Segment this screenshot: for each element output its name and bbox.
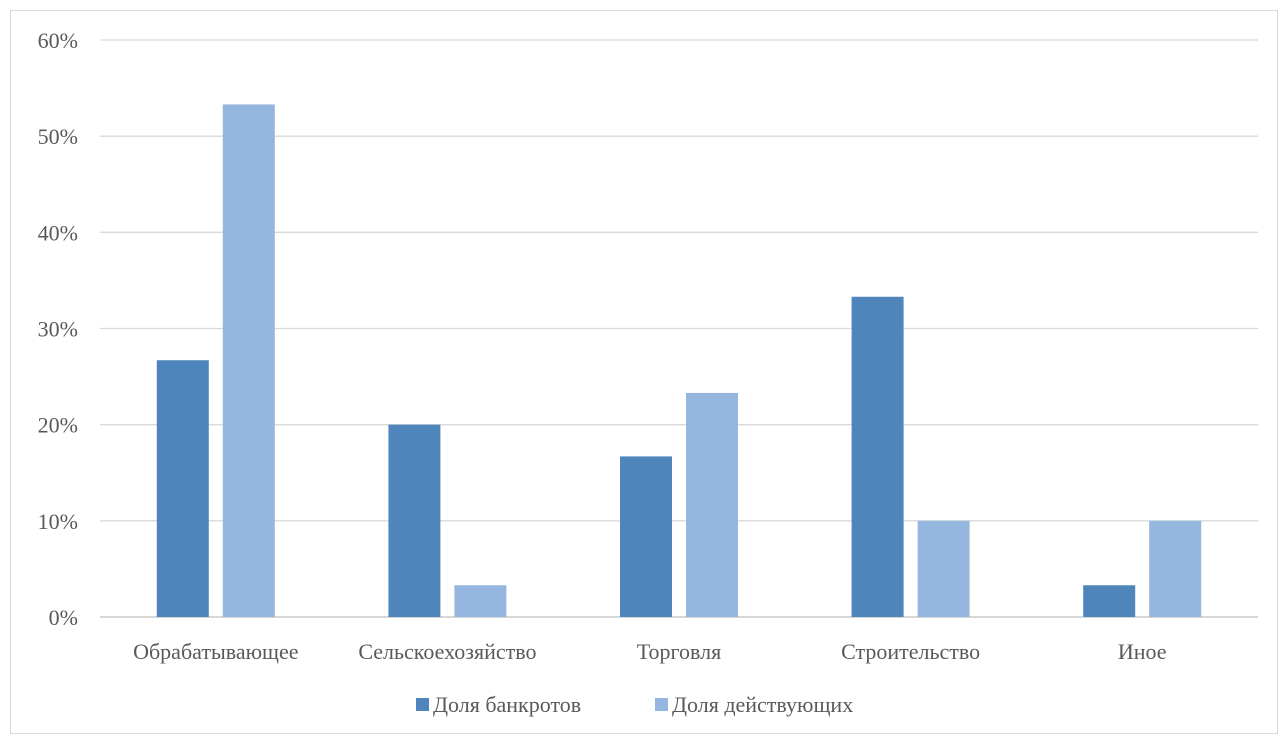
- y-axis-tick-labels: 0% 10% 20% 30% 40% 50% 60%: [38, 28, 78, 630]
- bar-bankrupt-4: [1083, 585, 1136, 617]
- bar-bankrupt-1: [388, 424, 441, 617]
- bar-active-0: [222, 104, 275, 618]
- legend-label: Доля банкротов: [433, 692, 581, 717]
- y-tick-label: 30%: [38, 317, 78, 342]
- x-category-label: Сельскоехозяйство: [358, 639, 536, 664]
- legend-label: Доля действующих: [672, 692, 853, 717]
- y-tick-label: 20%: [38, 413, 78, 438]
- y-tick-label: 60%: [38, 28, 78, 53]
- bar-active-2: [686, 392, 738, 617]
- y-tick-label: 40%: [38, 220, 78, 245]
- bar-bankrupt-2: [620, 456, 672, 617]
- x-category-label: Строительство: [841, 639, 980, 664]
- x-category-label: Торговля: [637, 639, 721, 664]
- legend-swatch: [416, 698, 429, 711]
- legend-swatch: [655, 698, 668, 711]
- y-tick-label: 0%: [49, 605, 78, 630]
- x-category-label: Иное: [1118, 639, 1167, 664]
- gridlines: [100, 39, 1258, 618]
- bar-bankrupt-3: [851, 296, 904, 617]
- bar-active-3: [917, 520, 970, 617]
- y-tick-label: 50%: [38, 124, 78, 149]
- x-axis-category-labels: Обрабатывающее Сельскоехозяйство Торговля С…: [133, 639, 1166, 664]
- bar-bankrupt-0: [156, 360, 209, 617]
- bars: [156, 104, 1202, 618]
- y-tick-label: 10%: [38, 509, 78, 534]
- x-category-label: Обрабатывающее: [133, 639, 298, 664]
- bar-active-1: [454, 585, 507, 617]
- bar-active-4: [1149, 520, 1202, 617]
- legend: Доля банкротов Доля действующих: [416, 692, 853, 717]
